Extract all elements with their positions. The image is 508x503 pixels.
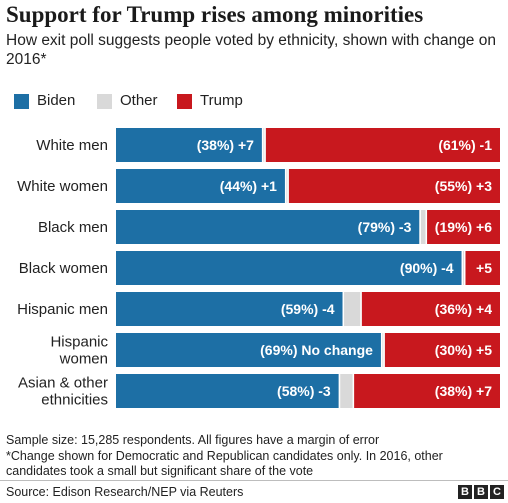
- bar-separator: [419, 210, 421, 244]
- data-label-biden: (79%) -3: [358, 219, 412, 235]
- bar-separator: [342, 292, 345, 326]
- data-label-trump: (38%) +7: [435, 383, 492, 399]
- legend-label-other: Other: [120, 92, 158, 109]
- category-label: Asian & other ethnicities: [18, 375, 108, 409]
- category-label: Hispanic men: [17, 301, 108, 318]
- data-label-trump: (30%) +5: [435, 342, 492, 358]
- chart-subtitle: How exit poll suggests people voted by e…: [6, 32, 496, 68]
- data-label-biden: (69%) No change: [260, 342, 373, 358]
- bar-trump: [427, 210, 500, 244]
- footnote-change-note: *Change shown for Democratic and Republi…: [6, 448, 443, 479]
- bar-separator: [425, 210, 428, 244]
- bar-separator: [287, 169, 289, 203]
- bar-trump: [354, 374, 500, 408]
- legend-label-trump: Trump: [200, 92, 243, 109]
- bar-biden: [116, 169, 285, 203]
- data-label-biden: (38%) +7: [197, 137, 254, 153]
- chart-title: Support for Trump rises among minorities: [6, 2, 424, 27]
- bbc-logo-letter: B: [458, 485, 472, 499]
- bar-trump: [465, 251, 500, 285]
- legend-swatch-other: [97, 94, 112, 109]
- data-label-trump: (55%) +3: [435, 178, 492, 194]
- bar-biden: [116, 128, 262, 162]
- bar-separator: [352, 374, 355, 408]
- footnote: Sample size: 15,285 respondents. All fig…: [6, 433, 506, 480]
- bar-separator: [338, 374, 341, 408]
- footnote-sample: Sample size: 15,285 respondents. All fig…: [6, 433, 380, 447]
- legend-swatch-trump: [177, 94, 192, 109]
- data-label-biden: (59%) -4: [281, 301, 335, 317]
- source-text: Source: Edison Research/NEP via Reuters: [6, 485, 244, 499]
- category-label: Hispanic women: [50, 334, 108, 368]
- data-label-trump: (19%) +6: [435, 219, 492, 235]
- footer-divider: [0, 480, 508, 481]
- bar-separator: [360, 292, 362, 326]
- bar-separator: [380, 333, 383, 367]
- bar-separator: [264, 128, 266, 162]
- bar-separator: [261, 128, 264, 162]
- data-label-biden: (58%) -3: [277, 383, 331, 399]
- bar-biden: [116, 251, 462, 285]
- bar-trump: [288, 169, 500, 203]
- bar-biden: [116, 210, 420, 244]
- data-label-trump: +5: [476, 260, 492, 276]
- category-label: White women: [17, 178, 108, 195]
- bar-biden: [116, 292, 343, 326]
- data-label-biden: (44%) +1: [220, 178, 277, 194]
- category-label: Black women: [19, 260, 108, 277]
- legend-label-biden: Biden: [37, 92, 76, 109]
- category-label: Black men: [38, 219, 108, 236]
- category-label: White men: [36, 137, 108, 154]
- bar-separator: [383, 333, 385, 367]
- bar-biden: [116, 374, 339, 408]
- bar-trump: [361, 292, 500, 326]
- bbc-logo-letter: B: [474, 485, 488, 499]
- bbc-logo-letter: C: [490, 485, 504, 499]
- data-label-biden: (90%) -4: [400, 260, 454, 276]
- data-label-trump: (61%) -1: [438, 137, 492, 153]
- bar-separator: [461, 251, 464, 285]
- bar-separator: [284, 169, 287, 203]
- data-label-trump: (36%) +4: [435, 301, 492, 317]
- legend-swatch-biden: [14, 94, 29, 109]
- bar-separator: [463, 251, 466, 285]
- bar-trump: [384, 333, 500, 367]
- stacked-bar-chart: White men (38%) +7 (61%) -1 White women (44%…: [17, 128, 500, 409]
- bar-biden: [116, 333, 381, 367]
- bar-trump: [265, 128, 500, 162]
